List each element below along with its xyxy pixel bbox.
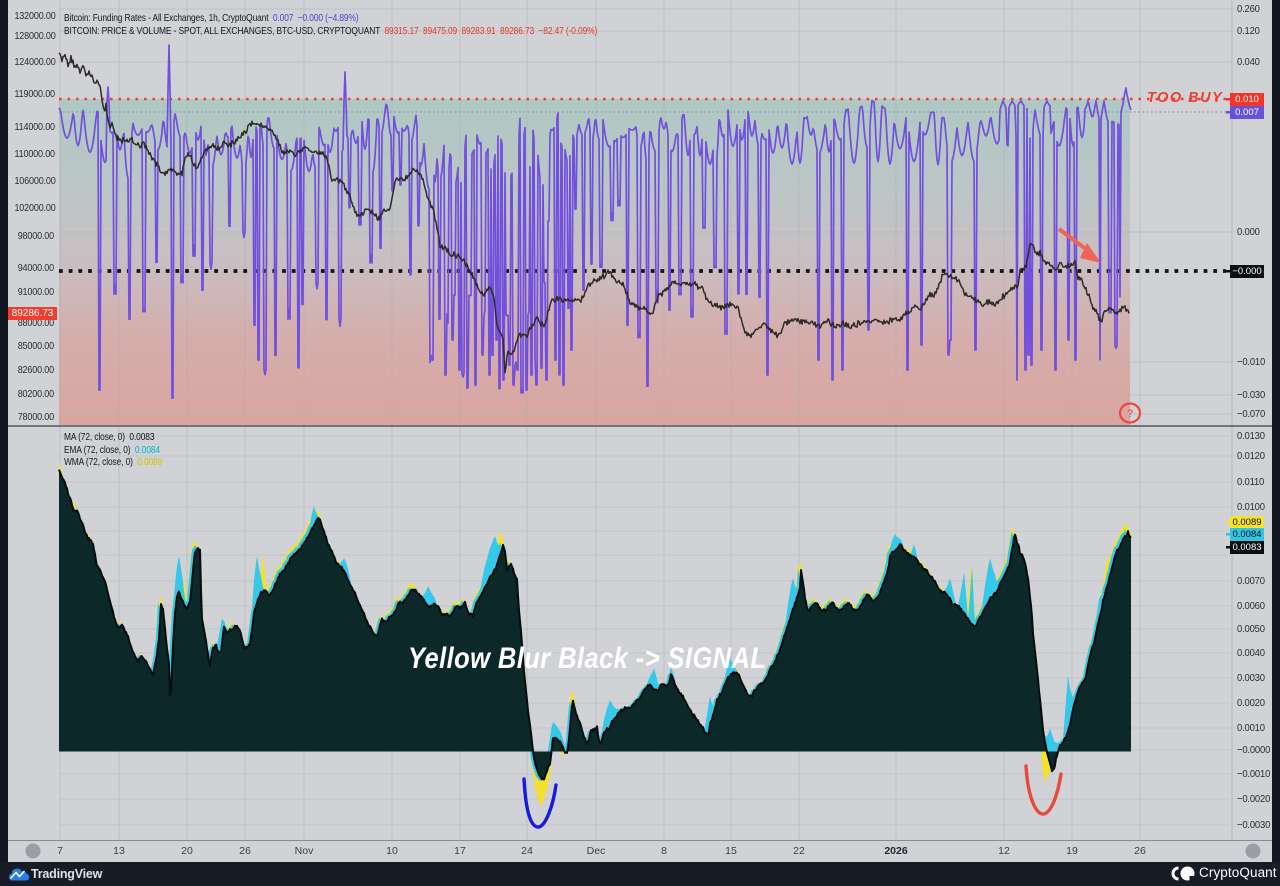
svg-text:?: ? [1127,408,1133,420]
